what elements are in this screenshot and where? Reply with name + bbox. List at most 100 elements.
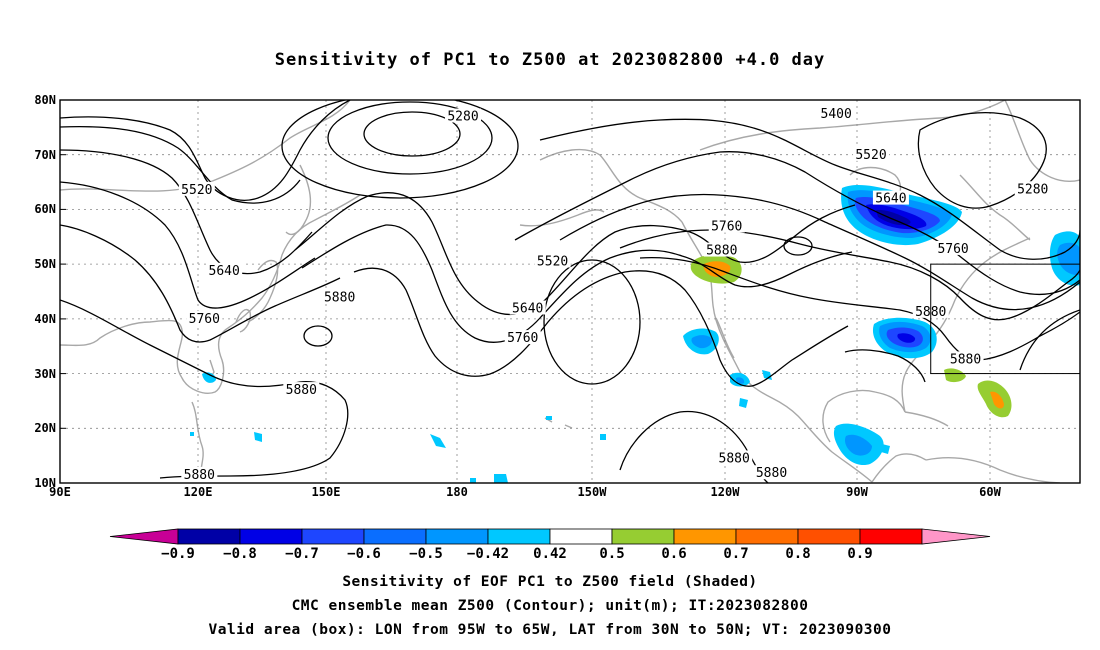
contour-label-bg: [178, 181, 215, 196]
contour-label: 5880: [756, 466, 787, 481]
contour-label-bg: [283, 382, 320, 397]
contour-5880-east: [639, 256, 1080, 361]
contour-5880-pacific-high: [303, 325, 333, 347]
coastline-gulf: [822, 389, 906, 443]
colorbar-swatch: [177, 528, 241, 545]
contour-label: 5880: [706, 244, 737, 259]
caption-line-2: CMC ensemble mean Z500 (Contour); unit(m…: [291, 598, 809, 614]
coastline-labrador: [959, 174, 1031, 241]
contour-labels: 5280 5520 5640 5760 5880 5880 5880 5520 5640 5760…: [178, 105, 1051, 483]
colorbar-label: −0.9: [161, 546, 195, 562]
contour-5880-high-east: [543, 259, 641, 385]
lat-label-10n: 10N: [34, 476, 56, 490]
lat-label-40n: 40N: [34, 312, 56, 326]
contour-label: 5400: [821, 107, 852, 122]
contour-label: 5880: [184, 468, 215, 483]
contour-label-bg: [321, 289, 358, 304]
contour-5640-east: [559, 193, 1080, 311]
lat-label-30n: 30N: [34, 367, 56, 381]
contour-label: 5880: [324, 291, 355, 306]
contour-label: 5880: [950, 352, 981, 367]
shading-pacific-negative: [683, 328, 719, 355]
lat-labels: 80N 70N 60N 50N 40N 30N 20N 10N: [34, 93, 56, 490]
colorbar-label: −0.5: [409, 546, 443, 562]
lat-label-20n: 20N: [34, 421, 56, 435]
contour-label-bg: [818, 105, 855, 120]
colorbar-label: 0.7: [723, 546, 748, 562]
colorbar-label: 0.9: [847, 546, 872, 562]
contour-label-bg: [753, 465, 790, 480]
contour-label: 5520: [537, 255, 568, 270]
contour-5520-east: [514, 151, 1080, 295]
lon-label-180: 180: [446, 485, 468, 499]
colorbar-swatch: [549, 528, 613, 545]
sensitivity-shading: [190, 185, 1080, 483]
lon-label-120e: 120E: [184, 485, 213, 499]
contour-5400-east: [539, 118, 1080, 260]
contour-label: 5880: [719, 451, 750, 466]
colorbar-swatch: [797, 528, 861, 545]
colorbar-end-low: [109, 528, 179, 545]
contour-label: 5640: [209, 264, 240, 279]
colorbar-swatch: [239, 528, 303, 545]
contour-5880-gulf: [844, 349, 926, 383]
caption-line-1: Sensitivity of EOF PC1 to Z500 field (Sh…: [342, 574, 758, 590]
contour-label: 5640: [512, 302, 543, 317]
contour-5400-low: [327, 101, 493, 175]
coastline-asia-east: [60, 194, 361, 394]
colorbar-swatch: [673, 528, 737, 545]
shading-great-lakes-negative: [872, 317, 937, 359]
shading-atlantic-negative: [1049, 231, 1080, 286]
shading-atlantic-positive: [944, 368, 1012, 418]
coastline-na-east: [901, 237, 1031, 413]
contour-5280-low: [363, 111, 461, 157]
lat-ticks: [60, 99, 66, 429]
contour-label: 5280: [1017, 182, 1048, 197]
contour-5640-mid: [294, 192, 856, 315]
contour-label-bg: [708, 218, 745, 233]
contour-label: 5520: [181, 183, 212, 198]
coastline-greenland: [1004, 100, 1080, 182]
contour-label-bg: [872, 190, 909, 205]
lon-labels: 90E 120E 150E 180 150W 120W 90W 60W: [49, 485, 1001, 499]
coastline-cuba: [904, 411, 949, 427]
contour-label: 5520: [855, 148, 886, 163]
colorbar-label: −0.8: [223, 546, 257, 562]
contour-label: 5280: [447, 110, 478, 125]
lon-label-90w: 90W: [846, 485, 868, 499]
colorbar: −0.9 −0.8 −0.7 −0.6 −0.5 −0.42 0.42 0.5 0.6 0.7 0.…: [109, 528, 991, 562]
colorbar-label: 0.8: [785, 546, 810, 562]
z500-contours: [60, 100, 1080, 483]
contour-label-bg: [504, 330, 541, 345]
map-plot-area: 5280 5520 5640 5760 5880 5880 5880 5520 5640 5760…: [60, 100, 1080, 483]
contour-label-bg: [181, 466, 218, 481]
contour-label-bg: [703, 242, 740, 257]
graticule: [60, 100, 1080, 483]
map-frame: [59, 99, 1081, 484]
contour-label: 5760: [507, 331, 538, 346]
colorbar-label: 0.42: [533, 546, 567, 562]
coastline-alaska: [539, 148, 683, 223]
contour-label-bg: [534, 253, 571, 268]
colorbar-end-high: [921, 528, 991, 545]
coastline-asia-north: [60, 100, 351, 192]
contour-label: 5880: [286, 383, 317, 398]
lon-label-150e: 150E: [312, 485, 341, 499]
contour-5520-low: [281, 100, 519, 199]
contour-5520-west: [60, 125, 301, 204]
contour-5880-south-west: [60, 299, 349, 479]
contour-label: 5760: [711, 219, 742, 234]
contour-5760-mid: [301, 224, 853, 343]
colorbar-label: 0.5: [599, 546, 624, 562]
lon-label-120w: 120W: [711, 485, 741, 499]
contour-label-bg: [509, 300, 546, 315]
caption-line-3: Valid area (box): LON from 95W to 65W, L…: [208, 622, 892, 638]
lat-label-50n: 50N: [34, 257, 56, 271]
coastline-baja: [715, 317, 735, 359]
colorbar-swatch: [611, 528, 675, 545]
contour-5880-atlantic-south: [1019, 309, 1080, 371]
lon-label-60w: 60W: [979, 485, 1001, 499]
colorbar-swatch: [363, 528, 427, 545]
colorbar-swatch: [859, 528, 923, 545]
colorbar-swatch: [735, 528, 799, 545]
